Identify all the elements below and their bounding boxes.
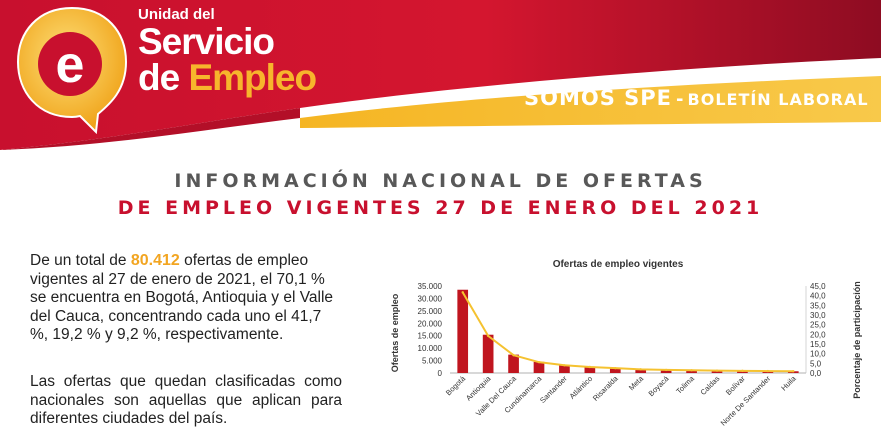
bar (609, 368, 621, 373)
logo-line-de: de (138, 57, 189, 98)
bar (660, 369, 672, 373)
bar (482, 334, 494, 373)
y2-tick-label: 40,0 (810, 292, 826, 301)
bar (533, 361, 545, 373)
headline-line2: DE EMPLEO VIGENTES 27 DE ENERO DEL 2021 (117, 197, 764, 219)
tagline-boletin: BOLETÍN LABORAL (687, 90, 869, 109)
y-tick-label: 20.000 (418, 319, 443, 328)
y-tick-label: 5.000 (422, 357, 443, 366)
line-point (486, 334, 490, 338)
headline-line1: INFORMACIÓN NACIONAL DE OFERTAS (174, 170, 707, 192)
line-point (715, 369, 719, 372)
offers-chart: Ofertas de empleo vigentes Ofertas de em… (384, 248, 881, 444)
line-point (614, 366, 617, 370)
y-tick-label: 0 (438, 369, 443, 378)
tagline-somos-spe: SOMOS SPE (524, 86, 673, 110)
logo-icon: e (16, 6, 128, 134)
x-tick-label: Tolima (674, 373, 696, 395)
logo-glyph: e (56, 36, 85, 94)
y2-tick-label: 45,0 (810, 282, 826, 291)
y-tick-label: 10.000 (418, 344, 443, 353)
y-tick-label: 25.000 (418, 307, 443, 316)
line-point (741, 369, 744, 373)
summary-paragraph: De un total de 80.412 ofertas de empleo … (30, 252, 342, 345)
bar (457, 289, 469, 373)
line-point (512, 354, 515, 357)
national-offers-paragraph: Las ofertas que quedan clasificadas como… (30, 373, 342, 427)
bar (559, 365, 570, 373)
logo-line-servicio: Servicio (138, 21, 275, 62)
banner-background (0, 0, 881, 150)
bar (635, 369, 647, 373)
line-point (461, 291, 464, 294)
y-axis-label: Ofertas de empleo (390, 293, 400, 372)
y-tick-label: 30.000 (418, 294, 443, 303)
x-tick-label: Norte De Santander (719, 374, 773, 428)
y2-tick-label: 35,0 (810, 301, 826, 310)
logo-word-empleo: Empleo (188, 57, 317, 98)
bar (584, 366, 596, 373)
x-tick-label: Caldas (699, 374, 722, 397)
line-point (766, 369, 770, 373)
total-offers-value: 80.412 (130, 252, 180, 269)
x-tick-label: Huila (779, 373, 798, 392)
x-tick-label: Boyacá (646, 373, 671, 398)
y2-axis-label: Porcentaje de participación (852, 281, 862, 399)
x-tick-label: Santander (538, 374, 569, 405)
y2-tick-label: 25,0 (810, 321, 826, 330)
line-point (537, 360, 541, 364)
offers-chart-svg: Ofertas de empleo vigentes Ofertas de em… (390, 259, 862, 428)
y2-tick-label: 5,0 (810, 359, 822, 368)
chart-title: Ofertas de empleo vigentes (553, 259, 684, 270)
summary-rest: ofertas de empleo vigentes al 27 de ener… (30, 252, 334, 343)
bulletin-tagline: SOMOS SPE - BOLETÍN LABORAL (524, 86, 869, 110)
y2-tick-label: 20,0 (810, 330, 826, 339)
x-tick-label: Meta (627, 373, 646, 392)
participation-line (461, 291, 794, 373)
line-point (588, 365, 592, 369)
y2-tick-label: 10,0 (810, 350, 826, 359)
line-point (792, 370, 795, 373)
header-banner: e Unidad del Servicio de Empleo SOMOS SP… (0, 0, 881, 150)
logo-line-unidad: Unidad del (138, 6, 215, 23)
bar (686, 370, 697, 373)
y-tick-label: 35.000 (418, 282, 443, 291)
line-point (664, 368, 668, 372)
y-tick-label: 15.000 (418, 332, 443, 341)
x-tick-label: Risaralda (591, 373, 620, 402)
x-tick-label: Bogotá (444, 373, 468, 397)
y2-tick-label: 30,0 (810, 311, 826, 320)
spe-logo: e (14, 4, 130, 134)
x-tick-label: Bolívar (724, 374, 747, 397)
bar (508, 354, 519, 373)
y2-tick-label: 0,0 (810, 369, 822, 378)
y2-tick-label: 15,0 (810, 340, 826, 349)
summary-lead: De un total de (30, 252, 131, 269)
logo-line-empleo: de Empleo (138, 57, 317, 98)
line-point (690, 369, 693, 372)
line-point (563, 364, 566, 367)
tagline-dash: - (676, 89, 684, 110)
logo-wordmark: Unidad del Servicio de Empleo (138, 6, 317, 98)
line-point (639, 368, 642, 371)
